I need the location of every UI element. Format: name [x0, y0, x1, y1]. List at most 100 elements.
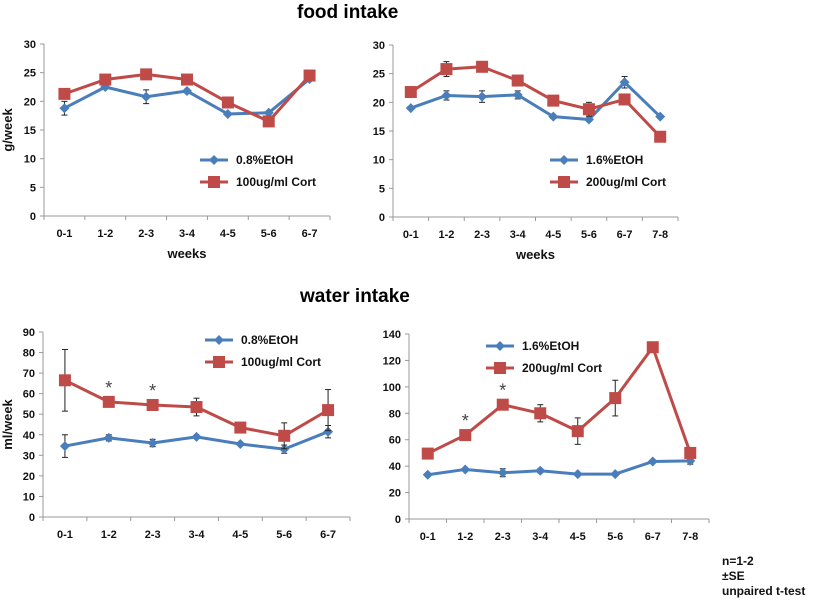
food-low-series-cort-point	[58, 87, 71, 100]
water-low-x-tick-label: 3-4	[189, 529, 206, 541]
water-low-series-cort-point	[102, 395, 115, 408]
food-high-series-etoh-point	[405, 103, 416, 114]
food-low-series-cort-point	[99, 73, 112, 86]
water-high-y-tick-label: 40	[389, 461, 401, 473]
water-low-y-tick-label: 10	[23, 491, 35, 503]
food-low-x-tick-label: 2-3	[138, 228, 154, 240]
water-low-legend-etoh-label: 0.8%EtOH	[241, 333, 298, 347]
food-high-series-etoh-point	[441, 90, 452, 101]
food-high-x-tick-label: 1-2	[438, 229, 454, 241]
food-high-series-etoh-point	[583, 114, 594, 125]
water-high-series-etoh-point	[647, 456, 658, 467]
food-high-x-tick-label: 4-5	[545, 229, 561, 241]
water-high-significance-star: *	[499, 381, 506, 401]
food-high-series-etoh-point	[548, 111, 559, 122]
water-high-series-cort-point	[646, 341, 659, 354]
water-low-y-axis-label: ml/week	[0, 398, 15, 449]
water-high-series-etoh-point	[610, 469, 621, 480]
water-high-series-cort-point	[496, 398, 509, 411]
water-high-y-tick-label: 100	[383, 382, 401, 394]
water-low-significance-star: *	[149, 381, 156, 401]
food-high-series-cort-point	[440, 63, 453, 76]
water-low-series-cort-point	[234, 421, 247, 434]
water-high-x-tick-label: 3-4	[532, 531, 549, 543]
water-high-series-etoh-point	[460, 464, 471, 475]
water-high-series-etoh-point	[497, 467, 508, 478]
water-high-x-tick-label: 1-2	[457, 531, 473, 543]
food-low-y-tick-label: 10	[24, 154, 36, 166]
water-high-series-etoh-point	[572, 469, 583, 480]
water-high-series-cort-point	[609, 392, 622, 405]
water-high-series-cort-point	[571, 425, 584, 438]
water-low-x-tick-label: 2-3	[145, 529, 161, 541]
water-high-x-tick-label: 2-3	[495, 531, 511, 543]
food-low-series-cort-point	[303, 69, 316, 82]
food-high-series-cort-point	[618, 93, 631, 106]
water-low-x-tick-label: 0-1	[57, 529, 73, 541]
food-intake-title: food intake	[297, 2, 399, 23]
water-intake-title: water intake	[300, 286, 410, 307]
food-low-x-tick-label: 1-2	[97, 228, 113, 240]
food-high-x-tick-label: 0-1	[403, 229, 419, 241]
food-high-x-tick-label: 3-4	[510, 229, 527, 241]
water-low-series-cort-point	[146, 398, 159, 411]
food-high-y-tick-label: 0	[379, 212, 385, 224]
food-low-series-etoh-point	[263, 107, 274, 118]
water-low-series-etoh-point	[191, 431, 202, 442]
water-low-x-tick-label: 6-7	[320, 529, 336, 541]
water-high-significance-star: *	[462, 411, 469, 431]
food-low-y-tick-label: 15	[24, 125, 36, 137]
food-high-series-etoh-point	[512, 89, 523, 100]
food-low-x-axis-label: weeks	[166, 246, 206, 261]
water-low-y-tick-label: 0	[29, 512, 35, 524]
note-test: unpaired t-test	[722, 584, 806, 598]
water-low-series-cort-point	[190, 401, 203, 414]
food-high-x-tick-label: 5-6	[581, 229, 597, 241]
food-high-series-cort-point	[404, 86, 417, 99]
water-high-y-tick-label: 80	[389, 408, 401, 420]
water-low-series-etoh-point	[235, 439, 246, 450]
food-high-y-tick-label: 25	[373, 69, 385, 81]
water-low-series-etoh-point	[103, 432, 114, 443]
food-low-legend-etoh-marker	[209, 155, 219, 165]
water-low-series-cort-point	[278, 429, 291, 442]
food-low-y-tick-label: 5	[30, 182, 36, 194]
water-high-series-cort-line	[427, 345, 692, 455]
food-high-series-etoh-point	[619, 77, 630, 88]
food-low-y-tick-label: 20	[24, 96, 36, 108]
food-low-y-axis-label: g/week	[0, 108, 15, 152]
food-high-legend-cort-marker	[558, 176, 570, 188]
water-low-y-tick-label: 90	[23, 327, 35, 339]
water-low-y-tick-label: 70	[23, 368, 35, 380]
food-high-series-etoh-line	[410, 80, 662, 122]
food-high-y-tick-label: 10	[373, 155, 385, 167]
water-high-x-tick-label: 0-1	[420, 531, 436, 543]
food-high-series-etoh-point	[655, 111, 666, 122]
food-high-x-tick-label: 7-8	[652, 229, 668, 241]
food-low-x-tick-label: 0-1	[56, 228, 72, 240]
water-low-y-tick-label: 40	[23, 430, 35, 442]
food-high-legend-etoh-marker	[559, 155, 569, 165]
note-n: n=1-2	[722, 554, 754, 568]
water-high-series-etoh-point	[535, 465, 546, 476]
food-low-series-etoh-point	[59, 103, 70, 114]
food-high-series-cort-point	[654, 130, 667, 143]
food-high-y-tick-label: 30	[373, 40, 385, 52]
food-high-y-tick-label: 20	[373, 97, 385, 109]
food-low-x-tick-label: 6-7	[302, 228, 318, 240]
water-low-significance-star: *	[105, 378, 112, 398]
food-low-y-tick-label: 30	[24, 39, 36, 51]
water-high-series-cort-point	[459, 429, 472, 442]
food-low-x-tick-label: 3-4	[179, 228, 196, 240]
food-low-legend-cort-marker	[208, 176, 220, 188]
water-high-x-tick-label: 7-8	[682, 531, 698, 543]
food-high-series-cort-point	[476, 60, 489, 73]
water-low-legend-cort-label: 100ug/ml Cort	[241, 355, 321, 369]
water-high-x-tick-label: 4-5	[570, 531, 586, 543]
food-high-y-tick-label: 5	[379, 183, 385, 195]
food-low-series-cort-point	[221, 96, 234, 109]
food-low-legend-cort-label: 100ug/ml Cort	[236, 175, 316, 189]
water-high-y-tick-label: 120	[383, 355, 401, 367]
food-low-series-etoh-point	[222, 108, 233, 119]
